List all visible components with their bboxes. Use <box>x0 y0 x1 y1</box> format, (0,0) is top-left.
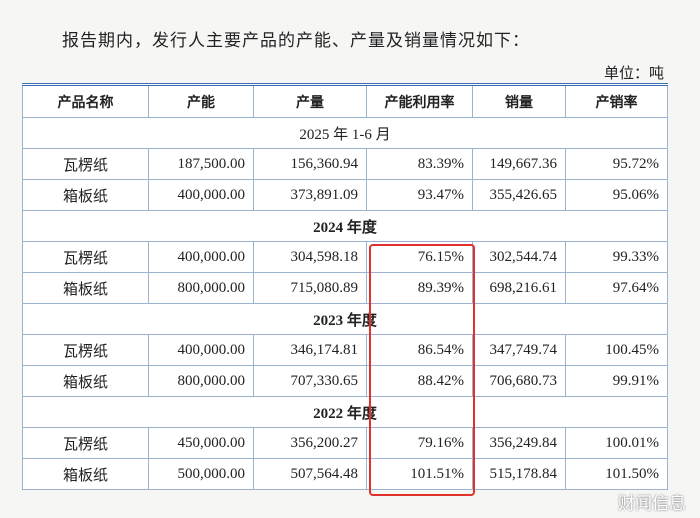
product-name: 瓦楞纸 <box>22 241 149 273</box>
data-row: 箱板纸 800,000.00 715,080.89 89.39% 698,216.61 9… <box>22 272 668 304</box>
cell-value: 100.01% <box>565 427 668 459</box>
cell-value: 400,000.00 <box>148 241 254 273</box>
cell-value: 101.50% <box>565 458 668 490</box>
watermark: 财闻信息 <box>618 494 686 514</box>
cell-value: 706,680.73 <box>472 365 566 397</box>
period-cell: 2023 年度 <box>22 303 668 335</box>
period-cell: 2025 年 1-6 月 <box>22 117 668 149</box>
cell-value: 707,330.65 <box>253 365 367 397</box>
header-cell: 产能利用率 <box>366 84 473 118</box>
header-cell: 产销率 <box>565 84 668 118</box>
header-row: 产品名称 产能 产量 产能利用率 销量 产销率 <box>22 84 668 118</box>
cell-value: 302,544.74 <box>472 241 566 273</box>
cell-value: 800,000.00 <box>148 272 254 304</box>
product-name: 箱板纸 <box>22 179 149 211</box>
cell-value: 515,178.84 <box>472 458 566 490</box>
cell-value: 76.15% <box>366 241 473 273</box>
cell-value: 93.47% <box>366 179 473 211</box>
product-name: 箱板纸 <box>22 458 149 490</box>
product-name: 瓦楞纸 <box>22 427 149 459</box>
data-row: 瓦楞纸 450,000.00 356,200.27 79.16% 356,249.84 1… <box>22 427 668 459</box>
data-row: 瓦楞纸 187,500.00 156,360.94 83.39% 149,667.36 9… <box>22 148 668 180</box>
cell-value: 347,749.74 <box>472 334 566 366</box>
cell-value: 304,598.18 <box>253 241 367 273</box>
capacity-table: 产品名称 产能 产量 产能利用率 销量 产销率 2025 年 1-6 月瓦楞纸 187,50… <box>22 83 668 490</box>
cell-value: 715,080.89 <box>253 272 367 304</box>
header-cell: 销量 <box>472 84 566 118</box>
cell-value: 89.39% <box>366 272 473 304</box>
cell-value: 500,000.00 <box>148 458 254 490</box>
cell-value: 156,360.94 <box>253 148 367 180</box>
cell-value: 400,000.00 <box>148 179 254 211</box>
cell-value: 101.51% <box>366 458 473 490</box>
intro-text: 报告期内，发行人主要产品的产能、产量及销量情况如下： <box>62 31 530 50</box>
product-name: 箱板纸 <box>22 272 149 304</box>
header-cell: 产量 <box>253 84 367 118</box>
cell-value: 99.91% <box>565 365 668 397</box>
table-body: 2025 年 1-6 月瓦楞纸 187,500.00 156,360.94 83.39… <box>22 117 668 490</box>
period-row: 2023 年度 <box>22 303 668 335</box>
data-row: 瓦楞纸 400,000.00 346,174.81 86.54% 347,749.74 1… <box>22 334 668 366</box>
data-row: 箱板纸 500,000.00 507,564.48 101.51% 515,178.84… <box>22 458 668 490</box>
cell-value: 149,667.36 <box>472 148 566 180</box>
cell-value: 450,000.00 <box>148 427 254 459</box>
product-name: 瓦楞纸 <box>22 148 149 180</box>
cell-value: 187,500.00 <box>148 148 254 180</box>
period-row: 2024 年度 <box>22 210 668 242</box>
product-name: 箱板纸 <box>22 365 149 397</box>
cell-value: 100.45% <box>565 334 668 366</box>
period-row: 2022 年度 <box>22 396 668 428</box>
period-cell: 2024 年度 <box>22 210 668 242</box>
data-row: 瓦楞纸 400,000.00 304,598.18 76.15% 302,544.74 9… <box>22 241 668 273</box>
cell-value: 507,564.48 <box>253 458 367 490</box>
cell-value: 95.72% <box>565 148 668 180</box>
data-row: 箱板纸 400,000.00 373,891.09 93.47% 355,426.65 9… <box>22 179 668 211</box>
cell-value: 79.16% <box>366 427 473 459</box>
cell-value: 800,000.00 <box>148 365 254 397</box>
header-cell: 产品名称 <box>22 84 149 118</box>
cell-value: 99.33% <box>565 241 668 273</box>
cell-value: 698,216.61 <box>472 272 566 304</box>
cell-value: 346,174.81 <box>253 334 367 366</box>
cell-value: 95.06% <box>565 179 668 211</box>
data-row: 箱板纸 800,000.00 707,330.65 88.42% 706,680.73 9… <box>22 365 668 397</box>
cell-value: 373,891.09 <box>253 179 367 211</box>
product-name: 瓦楞纸 <box>22 334 149 366</box>
header-cell: 产能 <box>148 84 254 118</box>
period-row: 2025 年 1-6 月 <box>22 117 668 149</box>
cell-value: 97.64% <box>565 272 668 304</box>
cell-value: 86.54% <box>366 334 473 366</box>
cell-value: 355,426.65 <box>472 179 566 211</box>
cell-value: 83.39% <box>366 148 473 180</box>
cell-value: 88.42% <box>366 365 473 397</box>
cell-value: 356,249.84 <box>472 427 566 459</box>
cell-value: 356,200.27 <box>253 427 367 459</box>
cell-value: 400,000.00 <box>148 334 254 366</box>
period-cell: 2022 年度 <box>22 396 668 428</box>
unit-label: 单位：吨 <box>603 66 664 82</box>
